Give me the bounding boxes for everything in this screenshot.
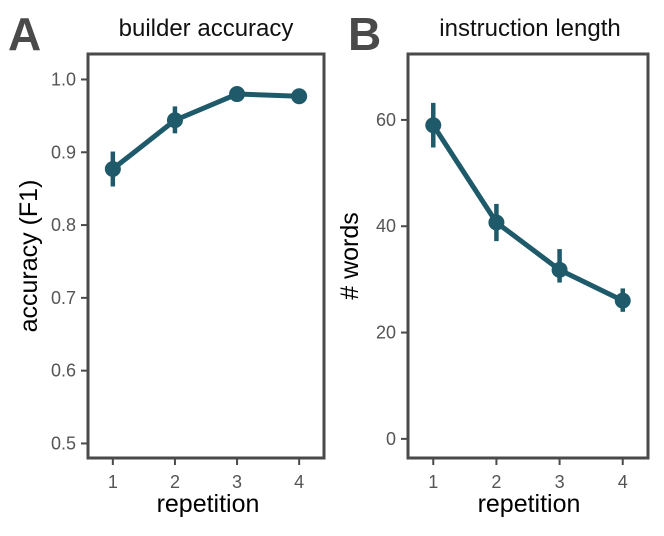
panel-a-y-tick-label: 0.7	[51, 288, 76, 308]
panel-b-x-tick-label: 3	[555, 472, 565, 492]
panel-b-title: instruction length	[439, 15, 620, 42]
panel-a-series-line	[110, 91, 302, 172]
panel-a-x-axis-label: repetition	[157, 490, 260, 518]
panel-b-x-tick-label: 4	[618, 472, 628, 492]
panel-a-y-tick-label: 0.8	[51, 215, 76, 235]
panel-a-data-point	[291, 88, 308, 105]
panel-b-y-tick-label: 60	[376, 110, 396, 130]
panel-a-x-tick-label: 2	[170, 472, 180, 492]
panel-a-data-point	[104, 161, 121, 178]
panel-b: B instruction length repetition # words …	[336, 8, 650, 518]
panel-letter-a: A	[8, 8, 41, 60]
panel-letter-b: B	[348, 8, 381, 60]
panel-a-y-tick-label: 0.6	[51, 361, 76, 381]
panel-b-data-point	[551, 261, 568, 278]
panel-b-x-tick-label: 1	[428, 472, 438, 492]
panel-a-y-tick-label: 0.5	[51, 433, 76, 453]
panel-a-x-tick-label: 4	[294, 472, 304, 492]
panel-a-x-tick-label: 1	[108, 472, 118, 492]
panel-a-plot-frame	[86, 52, 326, 460]
panel-b-x-axis-label: repetition	[478, 490, 581, 518]
panel-a-data-point	[166, 112, 183, 129]
panel-b-series-line	[430, 122, 626, 304]
panel-b-y-tick-label: 20	[376, 323, 396, 343]
panel-a-y-axis-label: accuracy (F1)	[15, 180, 43, 333]
panel-b-x-tick-label: 2	[491, 472, 501, 492]
panel-a-data-point	[229, 86, 246, 103]
panel-a-y-tick-label: 1.0	[51, 69, 76, 89]
panel-a: A builder accuracy repetition accuracy (…	[8, 8, 326, 518]
panel-b-data-point	[614, 292, 631, 309]
panel-b-y-axis-label: # words	[336, 212, 364, 300]
panel-a-title: builder accuracy	[119, 15, 294, 42]
panel-a-x-tick-label: 3	[232, 472, 242, 492]
panel-b-plot-frame	[406, 52, 650, 460]
panel-b-y-tick-label: 40	[376, 216, 396, 236]
panel-b-y-tick-label: 0	[386, 429, 396, 449]
panel-b-data-point	[488, 214, 505, 231]
panel-a-y-tick-label: 0.9	[51, 142, 76, 162]
panel-b-data-point	[425, 117, 442, 134]
